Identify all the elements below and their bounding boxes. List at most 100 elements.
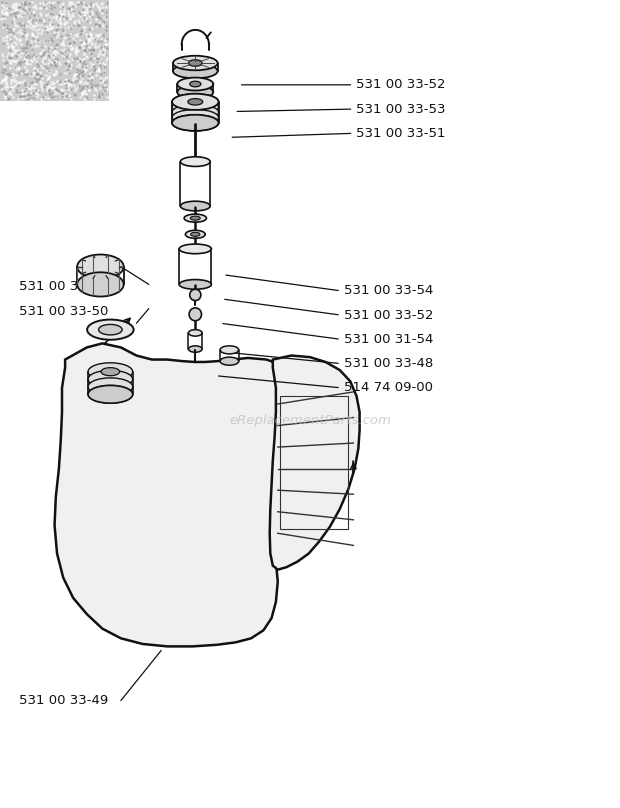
Point <box>6 56 16 69</box>
Point <box>12 2 22 15</box>
Point <box>86 46 96 59</box>
Point <box>42 84 52 97</box>
Point <box>85 45 95 58</box>
Point <box>78 37 87 50</box>
Point <box>79 55 89 68</box>
Point <box>86 66 95 79</box>
Point <box>51 40 61 53</box>
Point <box>0 11 9 24</box>
Point <box>74 8 84 21</box>
Point <box>88 61 98 74</box>
Point <box>58 21 68 34</box>
Point <box>74 72 84 85</box>
Point <box>27 0 37 9</box>
Point <box>51 66 61 79</box>
Point <box>0 0 7 9</box>
Point <box>20 40 30 53</box>
Text: 531 00 33-54: 531 00 33-54 <box>344 284 433 297</box>
Point <box>29 53 39 66</box>
Point <box>2 19 12 32</box>
Point <box>84 84 94 97</box>
Point <box>37 24 47 37</box>
Point <box>15 89 25 102</box>
Point <box>27 68 37 81</box>
Point <box>29 38 39 51</box>
Point <box>55 19 65 32</box>
Point <box>71 42 81 55</box>
Point <box>43 42 53 55</box>
Point <box>25 91 35 104</box>
Point <box>45 74 55 87</box>
Point <box>90 82 100 95</box>
Point <box>47 90 57 103</box>
Point <box>29 78 39 90</box>
Point <box>13 45 23 58</box>
Point <box>20 90 30 103</box>
Point <box>18 44 28 57</box>
Point <box>95 58 105 71</box>
Point <box>32 73 42 86</box>
Point <box>20 80 30 93</box>
Point <box>43 72 53 85</box>
Point <box>97 41 107 54</box>
Point <box>50 85 60 98</box>
Point <box>86 36 95 48</box>
Point <box>72 74 82 86</box>
Point <box>21 65 31 78</box>
Point <box>46 35 56 48</box>
Point <box>51 11 61 23</box>
Point <box>0 89 9 102</box>
Point <box>78 36 88 48</box>
Point <box>65 76 75 89</box>
Point <box>73 54 83 67</box>
Text: 531 00 33-52: 531 00 33-52 <box>356 78 446 91</box>
Point <box>91 69 101 82</box>
Point <box>92 53 102 65</box>
Point <box>0 11 7 24</box>
Point <box>75 84 85 97</box>
Ellipse shape <box>172 115 219 131</box>
Point <box>63 21 73 34</box>
Point <box>64 58 74 71</box>
Point <box>79 0 89 12</box>
Point <box>13 61 23 74</box>
Point <box>63 89 73 102</box>
Point <box>55 45 64 58</box>
Point <box>69 15 79 28</box>
Point <box>66 93 76 106</box>
Point <box>59 1 69 14</box>
Point <box>20 0 30 11</box>
Point <box>86 0 96 9</box>
Point <box>48 48 58 61</box>
Point <box>98 14 108 27</box>
Point <box>67 53 77 65</box>
Ellipse shape <box>172 99 219 116</box>
Point <box>38 61 48 74</box>
Point <box>31 86 41 99</box>
Point <box>95 32 105 45</box>
Point <box>44 0 54 9</box>
Point <box>58 34 68 47</box>
Point <box>80 42 90 55</box>
Point <box>14 61 24 74</box>
Point <box>45 80 55 93</box>
Point <box>78 14 87 27</box>
Point <box>0 13 6 26</box>
Point <box>39 46 49 59</box>
Point <box>101 48 111 61</box>
Point <box>23 87 33 100</box>
Point <box>74 5 84 18</box>
Point <box>59 18 69 31</box>
Point <box>1 6 11 19</box>
Point <box>31 54 41 67</box>
Point <box>8 23 18 36</box>
Ellipse shape <box>77 255 123 279</box>
Point <box>35 27 45 40</box>
Point <box>95 72 105 85</box>
Point <box>18 83 28 96</box>
Point <box>58 52 68 65</box>
Point <box>86 44 96 57</box>
Point <box>6 61 16 74</box>
Point <box>12 33 22 46</box>
Point <box>38 13 48 26</box>
